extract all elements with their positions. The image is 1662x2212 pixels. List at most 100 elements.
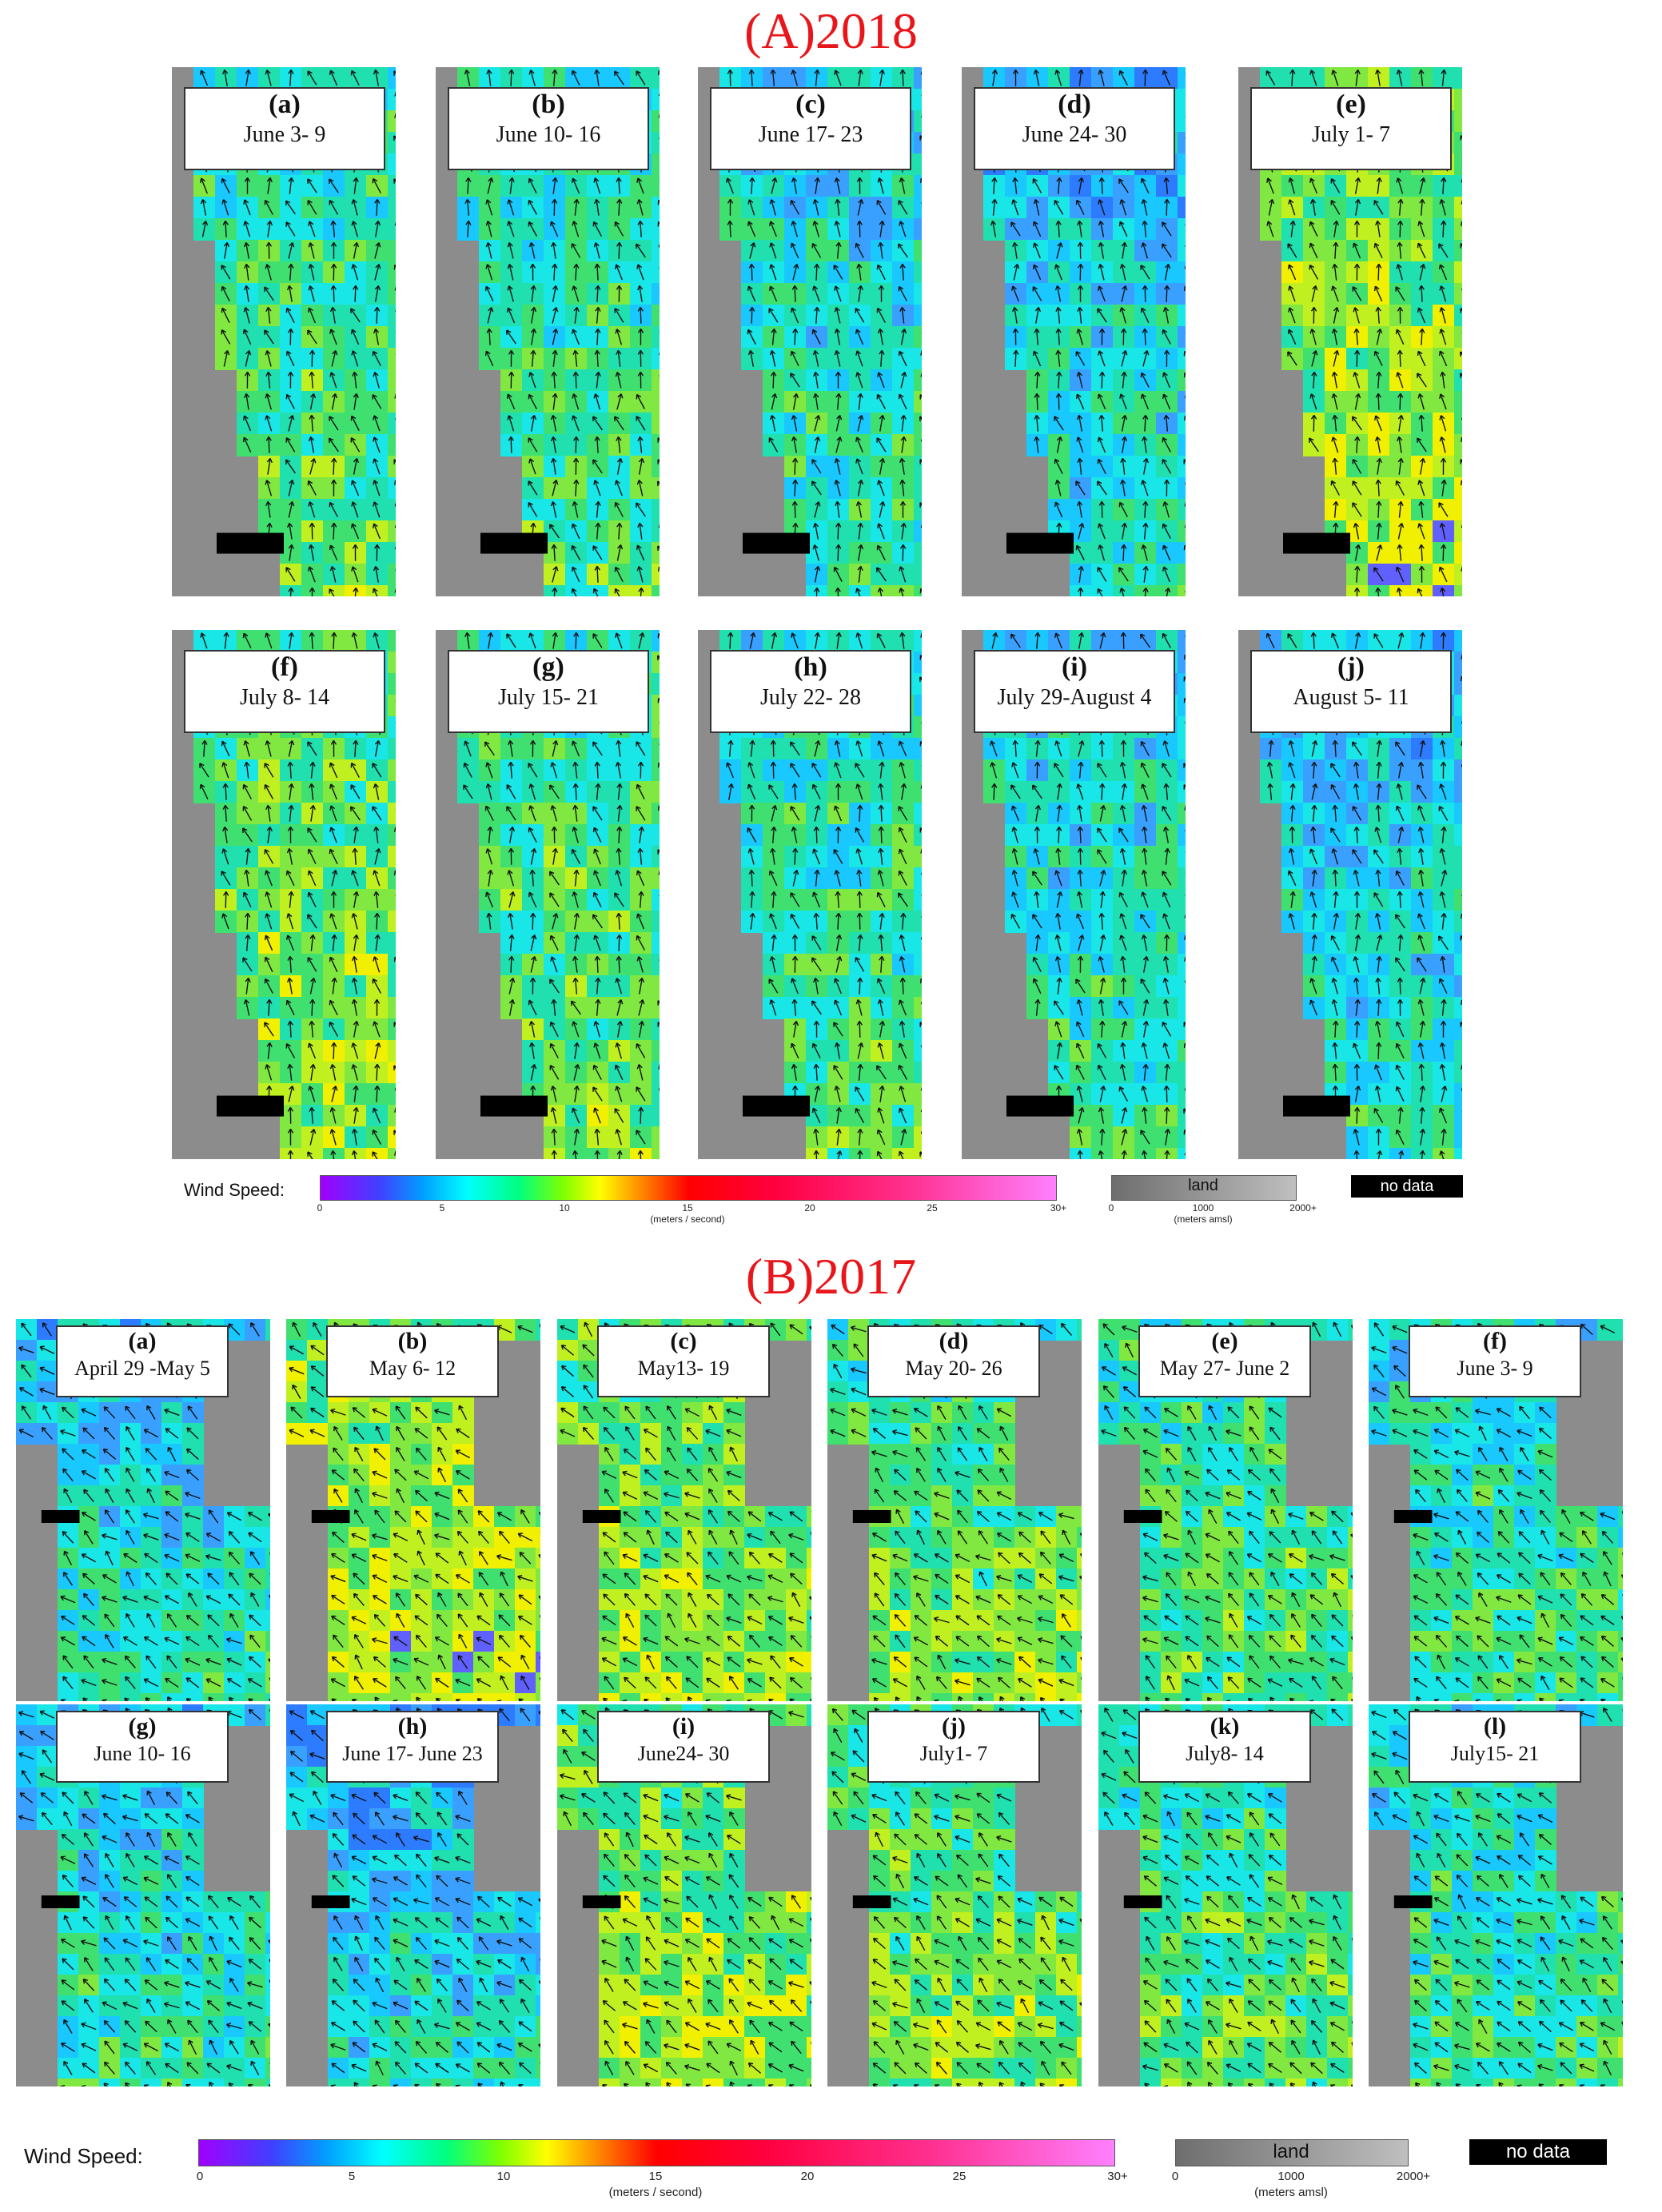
map-panel: (g) June 10- 16 bbox=[16, 1704, 270, 2086]
panel-date-range: June 10- 16 bbox=[94, 1742, 191, 1765]
map-panel: (j) July1- 7 bbox=[827, 1704, 1082, 2086]
map-panel: (b) June 10- 16 bbox=[436, 67, 660, 596]
tick-20: 20 bbox=[800, 2170, 815, 2183]
panel-label: (f) July 8- 14 bbox=[184, 650, 385, 733]
panel-label: (e) May 27- June 2 bbox=[1138, 1325, 1311, 1397]
panel-date-range: July15- 21 bbox=[1450, 1742, 1540, 1765]
wind-field-map bbox=[1238, 67, 1462, 596]
no-data-swatch: no data bbox=[1351, 1175, 1463, 1198]
panel-letter: (i) bbox=[1061, 652, 1088, 682]
panel-label: (j) August 5- 11 bbox=[1250, 650, 1452, 733]
land-tick-1000: 1000 bbox=[1192, 1202, 1214, 1214]
panel-label: (d) May 20- 26 bbox=[867, 1325, 1040, 1397]
tick-0: 0 bbox=[317, 1202, 323, 1214]
tick-15: 15 bbox=[648, 2170, 663, 2183]
panel-date-range: May 20- 26 bbox=[905, 1357, 1002, 1380]
tick-0: 0 bbox=[196, 2170, 204, 2183]
tick-5: 5 bbox=[348, 2170, 356, 2183]
panel-date-range: June 10- 16 bbox=[496, 122, 601, 147]
panel-letter: (h) bbox=[794, 652, 827, 682]
map-panel: (h) July 22- 28 bbox=[698, 630, 922, 1159]
map-panel: (f) July 8- 14 bbox=[172, 630, 396, 1159]
panel-label: (c) May13- 19 bbox=[597, 1325, 770, 1397]
panel-label: (a) June 3- 9 bbox=[184, 87, 385, 170]
wind-speed-label: Wind Speed: bbox=[24, 2144, 143, 2168]
panel-letter: (d) bbox=[1058, 90, 1091, 119]
map-panel: (a) April 29 -May 5 bbox=[16, 1319, 270, 1701]
panel-letter: (l) bbox=[1483, 1713, 1507, 1740]
panel-date-range: May13- 19 bbox=[637, 1357, 730, 1380]
land-colorbar bbox=[1111, 1175, 1297, 1201]
panel-label: (g) June 10- 16 bbox=[56, 1711, 229, 1783]
tick-30: 30+ bbox=[1050, 1202, 1067, 1214]
panel-label: (i) July 29-August 4 bbox=[974, 650, 1175, 733]
section-b-title: (B)2017 bbox=[745, 1248, 917, 1305]
panel-letter: (k) bbox=[1210, 1713, 1240, 1740]
panel-letter: (g) bbox=[532, 652, 564, 682]
panel-letter: (j) bbox=[1337, 652, 1365, 682]
tick-10: 10 bbox=[559, 1202, 570, 1214]
map-panel: (g) July 15- 21 bbox=[436, 630, 660, 1159]
land-colorbar bbox=[1175, 2139, 1409, 2166]
land-unit: (meters amsl) bbox=[1174, 1214, 1233, 1225]
panel-date-range: August 5- 11 bbox=[1293, 684, 1409, 710]
panel-date-range: May 27- June 2 bbox=[1159, 1357, 1290, 1380]
land-tick-1000: 1000 bbox=[1277, 2170, 1305, 2183]
panel-label: (a) April 29 -May 5 bbox=[56, 1325, 229, 1397]
map-panel: (d) June 24- 30 bbox=[962, 67, 1186, 596]
wind-speed-colorbar bbox=[320, 1175, 1057, 1201]
panel-label: (i) June24- 30 bbox=[597, 1711, 770, 1783]
panel-label: (k) July8- 14 bbox=[1138, 1711, 1311, 1783]
wind-unit: (meters / second) bbox=[650, 1214, 725, 1225]
tick-20: 20 bbox=[804, 1202, 815, 1214]
panel-letter: (c) bbox=[795, 90, 826, 119]
land-tick-2000: 2000+ bbox=[1289, 1202, 1317, 1214]
land-label: land bbox=[1273, 2141, 1309, 2162]
map-panel: (h) June 17- June 23 bbox=[286, 1704, 540, 2086]
panel-date-range: July 29-August 4 bbox=[997, 684, 1152, 710]
panel-date-range: May 6- 12 bbox=[369, 1357, 456, 1380]
panel-label: (e) July 1- 7 bbox=[1250, 87, 1452, 170]
tick-30: 30+ bbox=[1107, 2170, 1128, 2183]
panel-label: (j) July1- 7 bbox=[867, 1711, 1040, 1783]
panel-label: (h) June 17- June 23 bbox=[326, 1711, 499, 1783]
tick-25: 25 bbox=[927, 1202, 938, 1214]
panel-label: (f) June 3- 9 bbox=[1409, 1325, 1581, 1397]
panel-letter: (g) bbox=[128, 1713, 157, 1740]
panel-date-range: July 1- 7 bbox=[1312, 122, 1390, 147]
panel-date-range: July 8- 14 bbox=[240, 684, 329, 710]
panel-label: (b) June 10- 16 bbox=[448, 87, 649, 170]
panel-letter: (e) bbox=[1336, 90, 1366, 119]
panel-label: (g) July 15- 21 bbox=[448, 650, 649, 733]
land-label: land bbox=[1188, 1177, 1218, 1194]
map-panel: (j) August 5- 11 bbox=[1238, 630, 1462, 1159]
panel-letter: (f) bbox=[271, 652, 298, 682]
panel-date-range: June24- 30 bbox=[637, 1742, 730, 1765]
panel-letter: (f) bbox=[1483, 1328, 1507, 1354]
map-panel: (d) May 20- 26 bbox=[827, 1319, 1082, 1701]
panel-date-range: June 24- 30 bbox=[1022, 122, 1127, 147]
panel-letter: (d) bbox=[939, 1328, 969, 1354]
panel-letter: (a) bbox=[269, 90, 301, 119]
map-panel: (e) May 27- June 2 bbox=[1098, 1319, 1353, 1701]
legend-2018: Wind Speed: 0 5 10 15 20 25 30+ (meters … bbox=[0, 1167, 1662, 1231]
map-panel: (f) June 3- 9 bbox=[1369, 1319, 1623, 1701]
panel-letter: (h) bbox=[397, 1713, 428, 1740]
no-data-swatch: no data bbox=[1469, 2139, 1607, 2165]
panel-date-range: June 17- 23 bbox=[758, 122, 863, 147]
panel-date-range: June 17- June 23 bbox=[342, 1742, 483, 1765]
tick-10: 10 bbox=[496, 2170, 511, 2183]
map-panel: (i) July 29-August 4 bbox=[962, 630, 1186, 1159]
panel-letter: (e) bbox=[1211, 1328, 1238, 1354]
land-tick-0: 0 bbox=[1171, 2170, 1179, 2183]
tick-25: 25 bbox=[952, 2170, 967, 2183]
land-unit: (meters amsl) bbox=[1254, 2186, 1328, 2199]
panel-label: (b) May 6- 12 bbox=[326, 1325, 499, 1397]
map-panel: (b) May 6- 12 bbox=[286, 1319, 540, 1701]
panel-label: (h) July 22- 28 bbox=[710, 650, 911, 733]
panel-date-range: July 15- 21 bbox=[498, 684, 599, 710]
panel-letter: (a) bbox=[128, 1328, 157, 1354]
section-a-title: (A)2018 bbox=[744, 2, 918, 59]
wind-unit: (meters / second) bbox=[608, 2186, 703, 2199]
land-tick-0: 0 bbox=[1108, 1202, 1114, 1214]
